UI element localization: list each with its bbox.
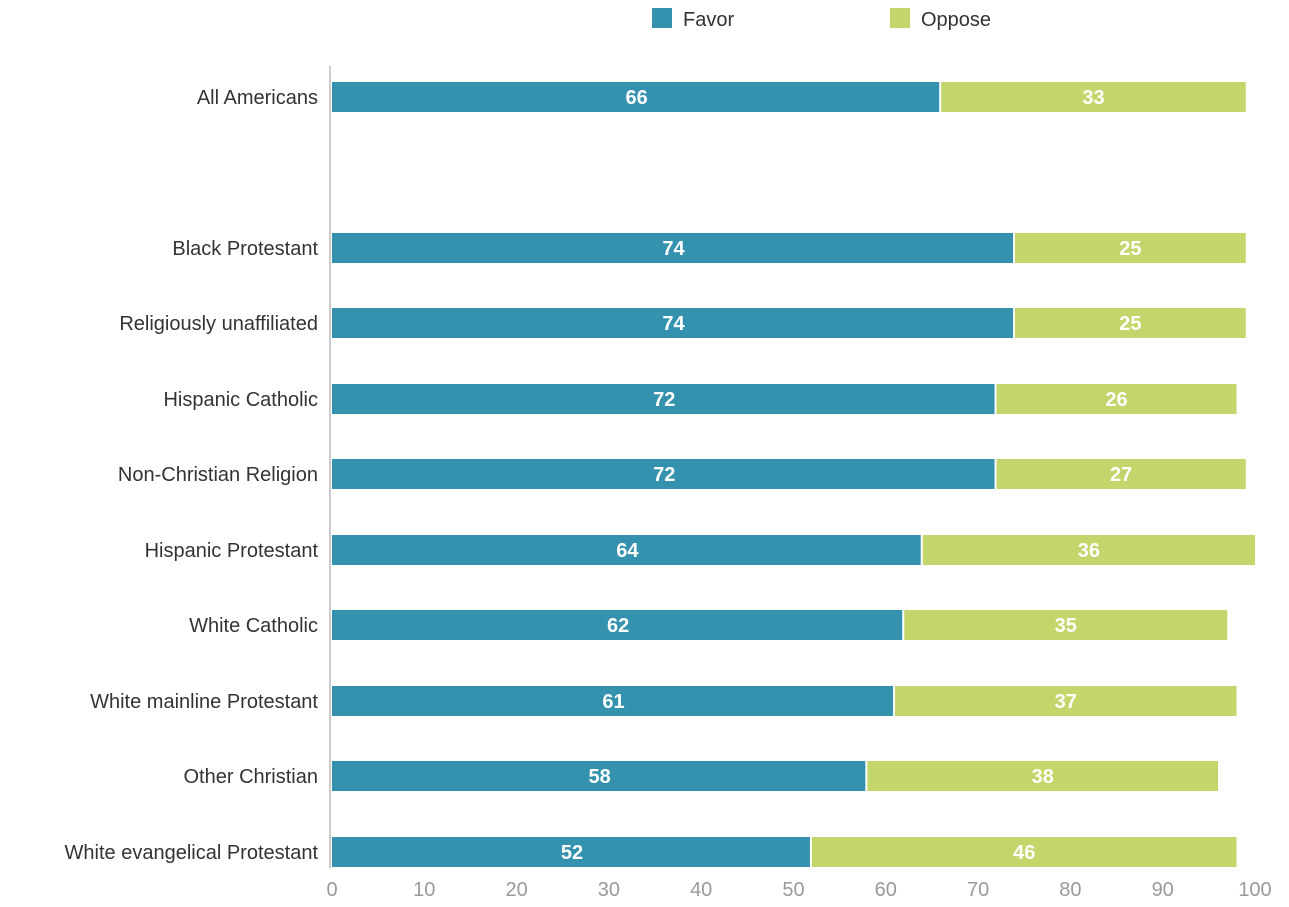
category-label: All Americans bbox=[197, 87, 318, 109]
bar-value-label-oppose: 27 bbox=[1110, 464, 1132, 486]
bar-oppose bbox=[996, 459, 1246, 489]
bar-value-label-favor: 61 bbox=[602, 691, 624, 713]
legend: Favor Oppose bbox=[652, 8, 991, 31]
bar-value-label-oppose: 46 bbox=[1013, 842, 1035, 864]
category-label: White Catholic bbox=[189, 615, 318, 637]
bar-oppose bbox=[1015, 308, 1246, 338]
bar-oppose bbox=[904, 610, 1228, 640]
bar-favor bbox=[332, 308, 1014, 338]
bar-value-label-favor: 72 bbox=[653, 464, 675, 486]
bar-value-label-oppose: 35 bbox=[1055, 615, 1077, 637]
bar-favor bbox=[332, 384, 995, 414]
bar-value-label-favor: 74 bbox=[662, 238, 685, 260]
bar-oppose bbox=[895, 686, 1237, 716]
x-tick-label: 10 bbox=[413, 879, 435, 901]
bar-favor bbox=[332, 82, 940, 112]
bar-favor bbox=[332, 610, 903, 640]
category-label: White evangelical Protestant bbox=[65, 842, 319, 864]
bar-value-label-oppose: 38 bbox=[1032, 766, 1054, 788]
bar-value-label-favor: 64 bbox=[616, 540, 639, 562]
bar-oppose bbox=[1015, 233, 1246, 263]
bar-favor bbox=[332, 459, 995, 489]
bar-value-label-oppose: 36 bbox=[1078, 540, 1100, 562]
legend-swatch-oppose bbox=[890, 8, 910, 28]
bar-favor bbox=[332, 837, 810, 867]
category-labels: All Americans Black Protestant Religiously… bbox=[65, 87, 319, 864]
bar-favor bbox=[332, 761, 866, 791]
x-axis: 0 10 20 30 40 50 60 70 80 90 100 bbox=[326, 66, 1272, 901]
category-label: Religiously unaffiliated bbox=[119, 313, 318, 335]
bar-value-label-oppose: 26 bbox=[1105, 389, 1127, 411]
bar-value-label-favor: 58 bbox=[589, 766, 611, 788]
bar-favor bbox=[332, 535, 921, 565]
bar-oppose bbox=[996, 384, 1237, 414]
category-label: Non-Christian Religion bbox=[118, 464, 318, 486]
bars-group: 66 33 74 25 74 25 72 26 72 27 64 36 62 35 61 37 58 38 52 46 bbox=[332, 82, 1255, 867]
x-tick-label: 90 bbox=[1152, 879, 1174, 901]
legend-swatch-favor bbox=[652, 8, 672, 28]
bar-oppose bbox=[811, 837, 1237, 867]
x-tick-label: 50 bbox=[782, 879, 804, 901]
bar-value-label-favor: 62 bbox=[607, 615, 629, 637]
bar-value-label-favor: 66 bbox=[625, 87, 647, 109]
x-tick-label: 60 bbox=[875, 879, 897, 901]
bar-favor bbox=[332, 686, 894, 716]
bar-oppose bbox=[867, 761, 1219, 791]
x-tick-label: 30 bbox=[598, 879, 620, 901]
bar-favor bbox=[332, 233, 1014, 263]
bar-oppose bbox=[941, 82, 1246, 112]
x-tick-label: 20 bbox=[505, 879, 527, 901]
bar-value-label-oppose: 25 bbox=[1119, 313, 1141, 335]
category-label: Other Christian bbox=[184, 766, 319, 788]
bar-value-label-oppose: 25 bbox=[1119, 238, 1141, 260]
legend-label-favor: Favor bbox=[683, 9, 734, 31]
bar-value-label-favor: 72 bbox=[653, 389, 675, 411]
x-tick-label: 70 bbox=[967, 879, 989, 901]
category-label: Hispanic Protestant bbox=[145, 540, 319, 562]
category-label: White mainline Protestant bbox=[90, 691, 318, 713]
bar-oppose bbox=[922, 535, 1255, 565]
x-tick-label: 100 bbox=[1238, 879, 1271, 901]
x-tick-label: 0 bbox=[326, 879, 337, 901]
bar-value-label-favor: 52 bbox=[561, 842, 583, 864]
x-tick-label: 40 bbox=[690, 879, 712, 901]
bar-value-label-oppose: 33 bbox=[1082, 87, 1104, 109]
bar-value-label-favor: 74 bbox=[662, 313, 685, 335]
category-label: Hispanic Catholic bbox=[163, 389, 318, 411]
x-tick-label: 80 bbox=[1059, 879, 1081, 901]
category-label: Black Protestant bbox=[172, 238, 318, 260]
bar-value-label-oppose: 37 bbox=[1055, 691, 1077, 713]
legend-label-oppose: Oppose bbox=[921, 9, 991, 31]
